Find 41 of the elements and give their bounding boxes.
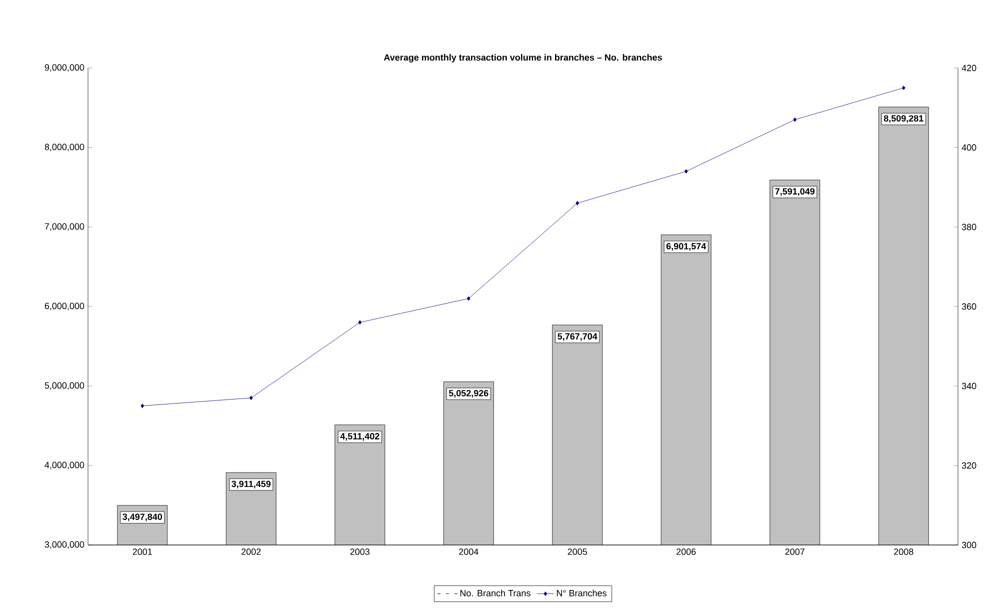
data-label: 3,497,840 (122, 514, 162, 522)
y-tick-label: 4,000,000 (44, 462, 84, 470)
x-tick-label: 2003 (350, 548, 370, 555)
point (684, 169, 688, 174)
data-label: 5,767,704 (558, 333, 598, 341)
y2-tick-label: 340 (962, 382, 976, 390)
data-label: 8,509,281 (884, 115, 924, 123)
legend-label: N° Branches (556, 590, 606, 596)
y-tick-label: 5,000,000 (44, 382, 84, 390)
x-tick-label: 2001 (132, 548, 152, 555)
y2-tick-label: 400 (962, 144, 976, 151)
x-tick-label: 2006 (676, 548, 696, 555)
data-label: 7,591,049 (775, 188, 815, 196)
y2-tick-label: 300 (962, 542, 976, 548)
point (576, 200, 580, 206)
x-tick-label: 2002 (242, 548, 261, 555)
point (793, 117, 797, 122)
y2-tick-label: 420 (962, 64, 976, 72)
x-tick-label: 2004 (459, 548, 478, 555)
point (358, 320, 362, 325)
data-label: 6,901,574 (666, 243, 706, 251)
point (140, 404, 144, 408)
x-tick-label: 2008 (894, 548, 914, 555)
y-tick-label: 7,000,000 (44, 223, 84, 231)
y-tick-label: 3,000,000 (44, 541, 84, 549)
x-tick-label: 2005 (568, 548, 588, 555)
y2-tick-label: 380 (962, 224, 976, 230)
legend-label: No. Branch Trans (460, 590, 530, 596)
point (249, 396, 253, 400)
data-label: 4,511,402 (340, 433, 380, 441)
y-tick-label: 6,000,000 (44, 302, 84, 310)
chart-title: Average monthly transaction volume in branches – No. branches (384, 54, 662, 62)
point (466, 296, 470, 301)
y2-tick-label: 320 (962, 462, 976, 469)
point (902, 86, 906, 90)
y-tick-label: 9,000,000 (44, 64, 84, 72)
y2-tick-label: 360 (962, 303, 976, 310)
x-tick-label: 2007 (785, 548, 804, 555)
y-tick-label: 8,000,000 (44, 144, 84, 152)
data-label: 3,911,459 (232, 480, 271, 488)
data-label: 5,052,926 (448, 390, 488, 398)
